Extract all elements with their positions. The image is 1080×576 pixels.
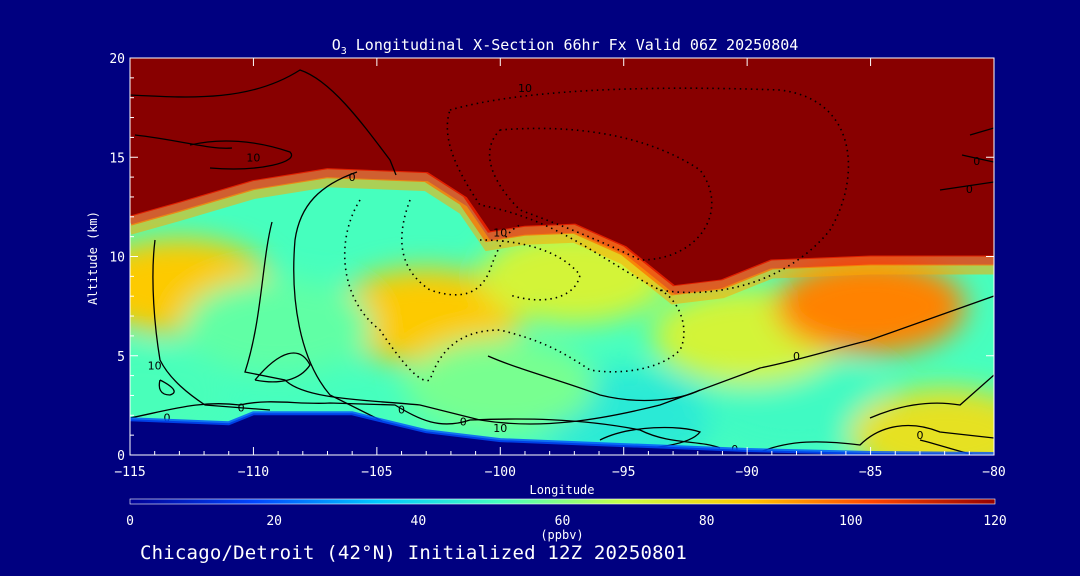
ozone-field xyxy=(130,228,994,455)
contour-value-label: 10 xyxy=(148,360,162,373)
contour-line xyxy=(152,239,271,411)
contour-line xyxy=(487,355,701,402)
contour-value-label: 0 xyxy=(349,171,356,184)
x-tick-label: −110 xyxy=(238,465,269,480)
contour-line xyxy=(759,424,994,453)
colorbar-tick-label: 20 xyxy=(266,514,282,529)
contour-line xyxy=(479,239,581,301)
y-axis: 0 5 10 15 20 xyxy=(109,52,994,464)
x-axis: −115 −110 −105 −100 −95 −90 −85 −80 xyxy=(114,58,1006,480)
x-tick-label: −90 xyxy=(735,465,758,480)
field-blob xyxy=(405,337,596,434)
contour-value-label: 10 xyxy=(493,422,507,435)
contour-value-label: 0 xyxy=(460,415,467,428)
x-tick-label: −85 xyxy=(859,465,882,480)
y-axis-label: Altitude (km) xyxy=(86,211,100,305)
contour-line xyxy=(939,127,994,191)
tropopause-edge-glow xyxy=(130,177,994,305)
colorbar-tick-label: 40 xyxy=(411,514,427,529)
x-tick-label: −80 xyxy=(982,465,1005,480)
field-blob xyxy=(183,277,374,374)
contour-line xyxy=(189,140,293,170)
tropopause-edge-band xyxy=(130,168,994,296)
stratosphere-region xyxy=(130,58,994,287)
colorbar: 0 20 40 60 80 100 120 (ppbv) xyxy=(126,498,1007,542)
contour-value-label: 0 xyxy=(398,403,405,416)
x-tick-label: −105 xyxy=(361,465,392,480)
colorbar-ramp xyxy=(129,498,996,505)
contour-value-label: 0 xyxy=(164,411,171,424)
colorbar-tick-label: 60 xyxy=(555,514,571,529)
contour-value-label: 10 xyxy=(493,227,507,240)
colorbar-units-label: (ppbv) xyxy=(540,528,583,542)
y-tick-label: 20 xyxy=(109,52,125,67)
chart-title: O3 Longitudinal X-Section 66hr Fx Valid … xyxy=(332,36,799,57)
terrain-mask xyxy=(130,413,994,455)
y-tick-label: 10 xyxy=(109,251,125,266)
y-tick-label: 15 xyxy=(109,151,125,166)
contour-line xyxy=(446,87,850,294)
x-tick-label: −100 xyxy=(485,465,516,480)
x-axis-label: Longitude xyxy=(529,483,594,497)
contour-line xyxy=(254,352,311,383)
contour-labels: 10100100010000010000 xyxy=(148,82,981,455)
x-tick-label: −115 xyxy=(114,465,145,480)
contour-line xyxy=(130,401,721,449)
colorbar-ticks: 0 20 40 60 80 100 120 xyxy=(126,514,1007,529)
contour-value-label: 0 xyxy=(793,350,800,363)
field-blob xyxy=(775,258,966,355)
y-tick-label: 5 xyxy=(117,350,125,365)
contour-value-label: 0 xyxy=(966,183,973,196)
contour-line xyxy=(158,379,175,396)
colorbar-tick-label: 120 xyxy=(983,514,1006,529)
contour-value-label: 0 xyxy=(238,401,245,414)
x-tick-label: −95 xyxy=(612,465,635,480)
terrain-edge xyxy=(130,411,994,455)
y-tick-label: 0 xyxy=(117,449,125,464)
negative-difference-contours xyxy=(343,87,850,382)
colorbar-tick-label: 0 xyxy=(126,514,134,529)
contour-line xyxy=(869,374,994,419)
contour-line xyxy=(488,127,713,261)
contour-value-label: 10 xyxy=(518,82,532,95)
initialization-footer: Chicago/Detroit (42°N) Initialized 12Z 2… xyxy=(140,542,688,564)
contour-value-label: 0 xyxy=(916,429,923,442)
colorbar-tick-label: 80 xyxy=(699,514,715,529)
contour-value-label: 0 xyxy=(973,155,980,168)
contour-value-label: 10 xyxy=(246,151,260,164)
plot-area: 10100100010000010000 xyxy=(130,58,994,455)
contour-line xyxy=(130,69,397,176)
difference-contours xyxy=(130,69,994,455)
colorbar-tick-label: 100 xyxy=(839,514,862,529)
